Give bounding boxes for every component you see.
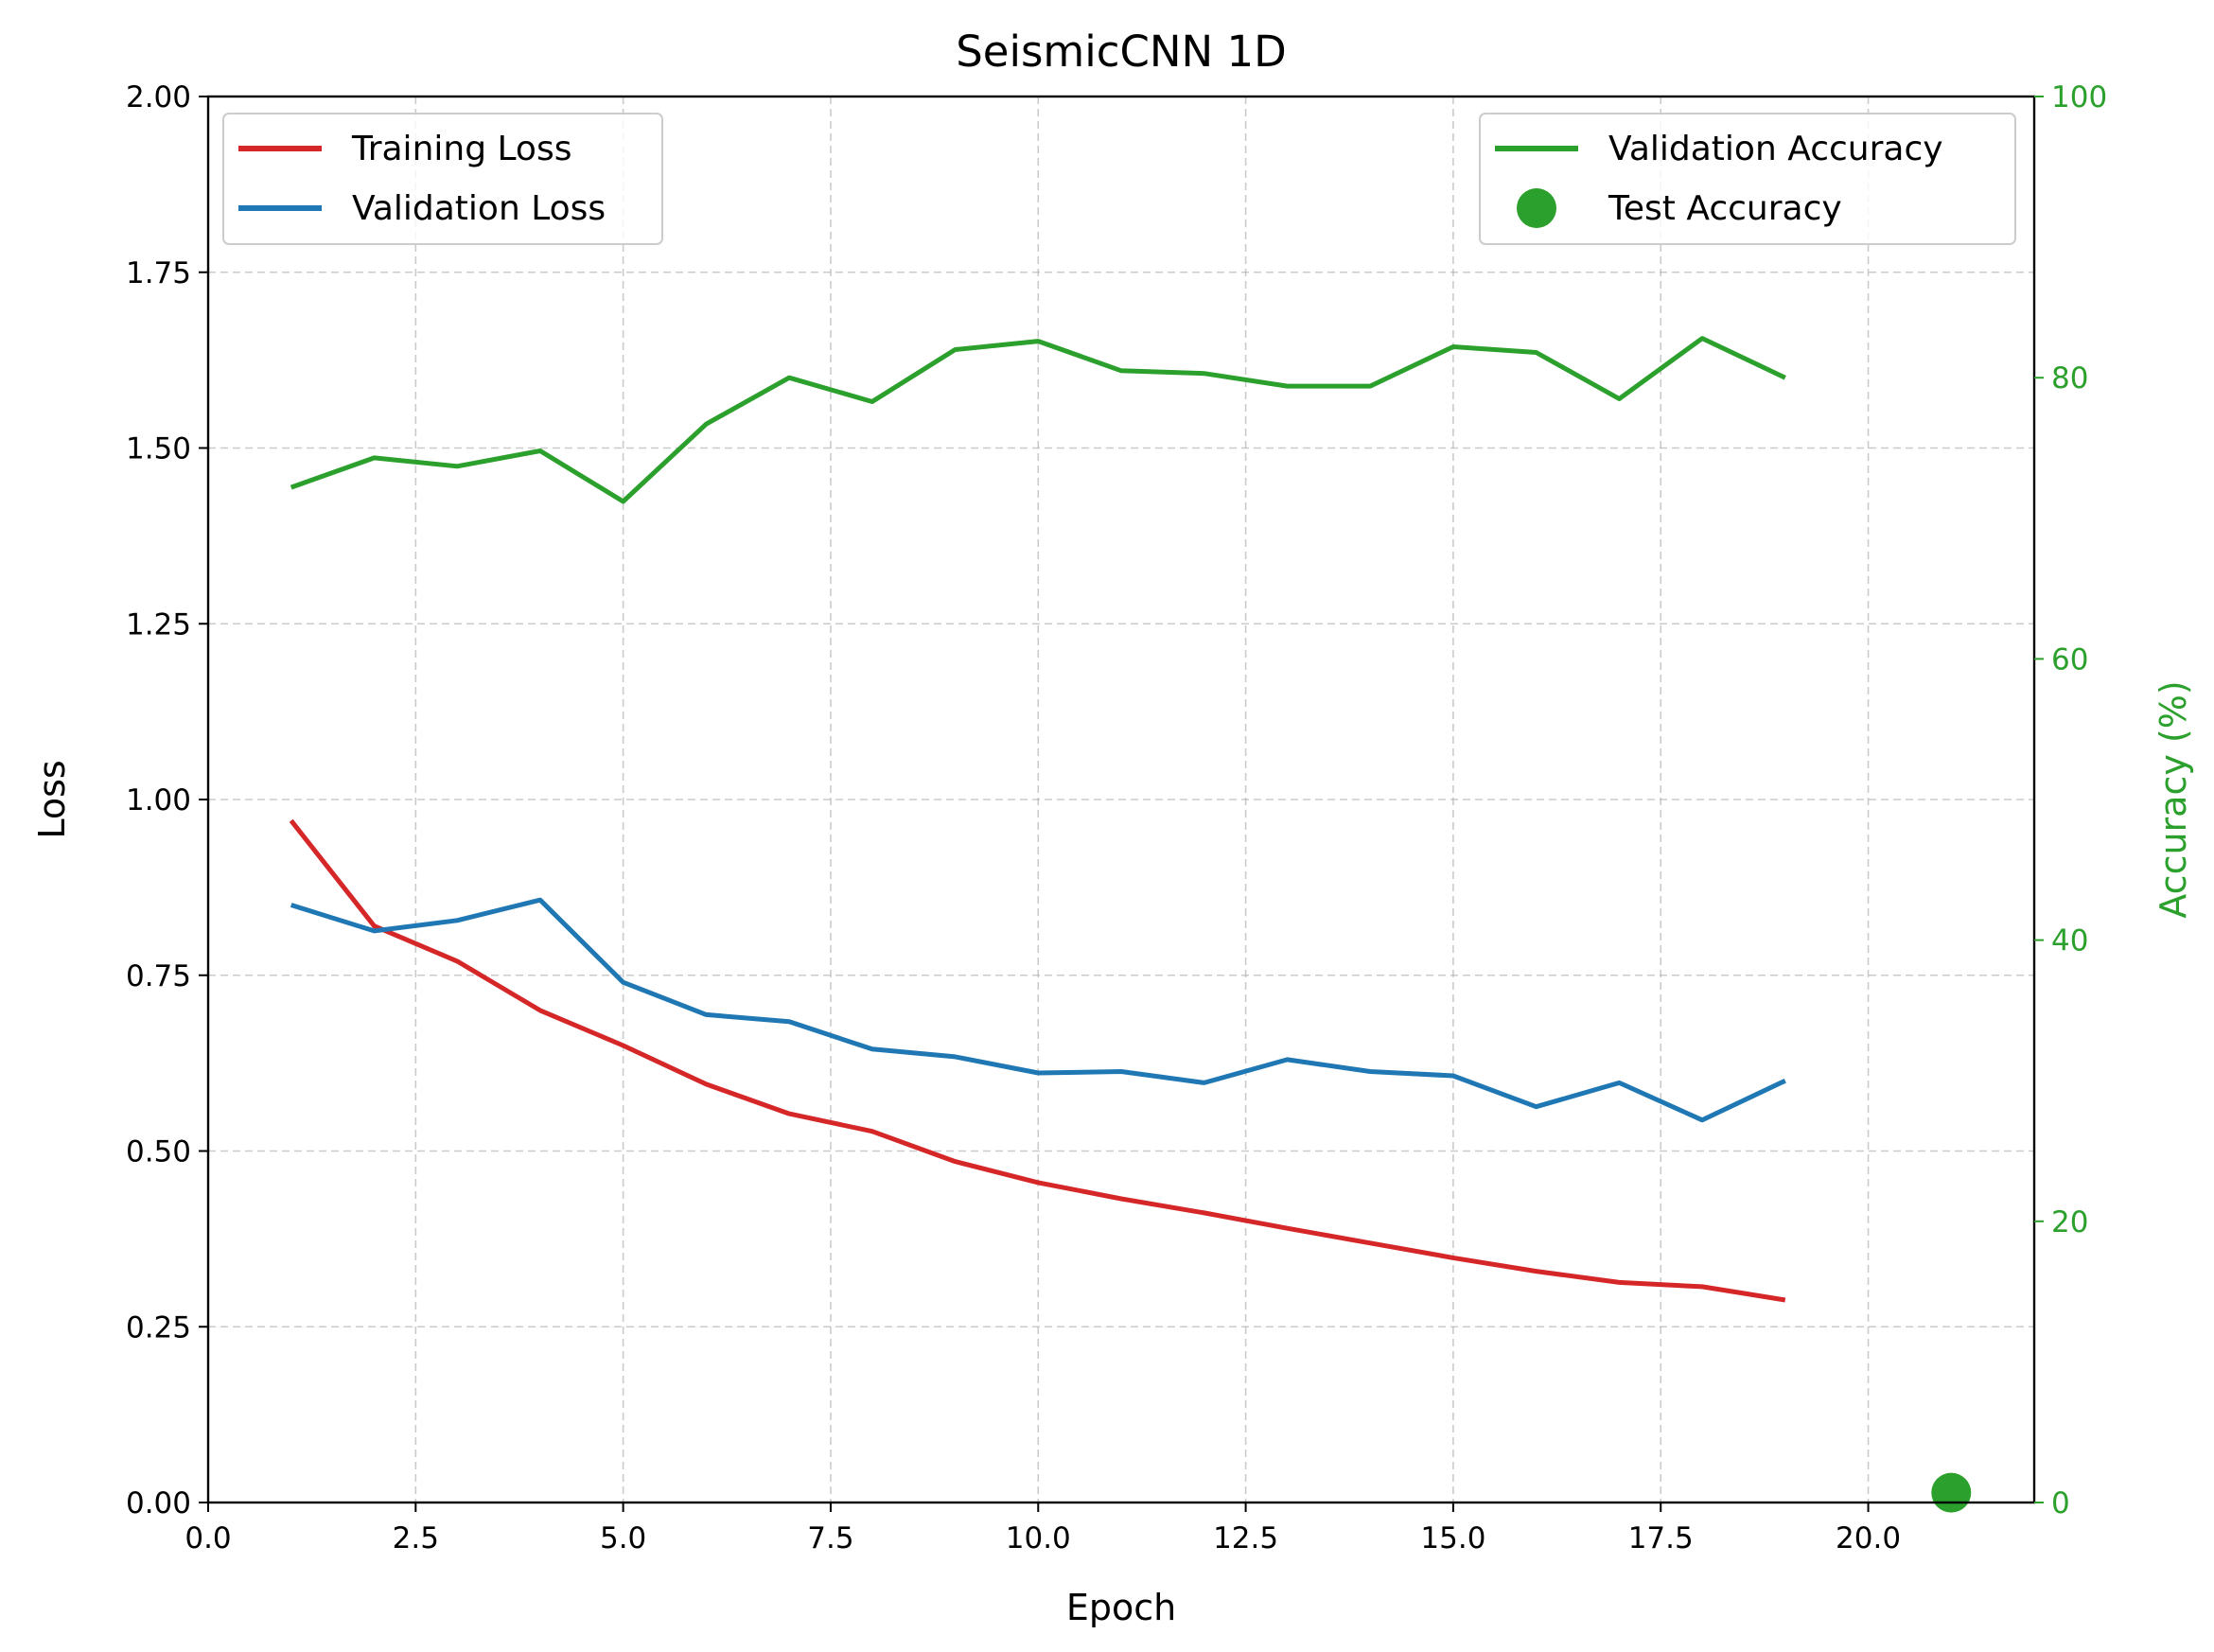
marker-test-accuracy xyxy=(1931,1472,1972,1513)
x-tick-label: 10.0 xyxy=(1006,1521,1071,1555)
y-tick-label: 0.50 xyxy=(126,1135,191,1169)
legend-label-test-accuracy: Test Accuracy xyxy=(1608,189,1842,228)
x-tick-label: 7.5 xyxy=(807,1521,853,1555)
y2-axis-title: Accuracy (%) xyxy=(2152,680,2194,918)
marker-layer xyxy=(1931,1472,1972,1513)
y-tick-label: 0.00 xyxy=(126,1486,191,1520)
y-tick-label: 1.00 xyxy=(126,783,191,817)
legend-label-validation-accuracy: Validation Accuracy xyxy=(1608,130,1943,168)
y2-axis-ticks: 0 20 40 60 80 100 xyxy=(2034,80,2107,1520)
x-tick-label: 5.0 xyxy=(600,1521,646,1555)
x-axis-ticks: 0.0 2.5 5.0 7.5 10.0 12.5 15.0 17.5 20.0 xyxy=(184,1503,1901,1555)
x-tick-label: 20.0 xyxy=(1836,1521,1901,1555)
y-tick-label: 1.25 xyxy=(126,607,191,641)
series-layer xyxy=(289,336,1786,1303)
series-line-validation-loss xyxy=(290,897,1786,1123)
x-tick-label: 2.5 xyxy=(393,1521,439,1555)
x-tick-label: 15.0 xyxy=(1420,1521,1485,1555)
y2-tick-label: 40 xyxy=(2051,924,2088,958)
y-tick-label: 1.50 xyxy=(126,432,191,466)
x-tick-label: 17.5 xyxy=(1628,1521,1694,1555)
legend-label-training-loss: Training Loss xyxy=(351,130,571,168)
legend-right-box xyxy=(1479,113,2016,245)
x-axis-title: Epoch xyxy=(1066,1587,1176,1628)
legend-left-box xyxy=(222,113,663,245)
legend-right: Validation Accuracy Test Accuracy xyxy=(1479,113,2016,245)
y-tick-label: 2.00 xyxy=(126,80,191,114)
x-tick-label: 0.0 xyxy=(184,1521,231,1555)
legend-label-validation-loss: Validation Loss xyxy=(352,189,606,228)
y-axis-ticks: 0.00 0.25 0.50 0.75 1.00 1.25 1.50 1.75 2.00 xyxy=(126,80,208,1520)
y-tick-label: 0.75 xyxy=(126,959,191,993)
y2-tick-label: 20 xyxy=(2051,1205,2088,1239)
y2-tick-label: 100 xyxy=(2051,80,2107,114)
legend-swatch-test-accuracy xyxy=(1517,188,1556,228)
legend-left: Training Loss Validation Loss xyxy=(222,113,663,245)
y2-tick-label: 0 xyxy=(2051,1486,2070,1520)
series-line-training-loss xyxy=(289,818,1786,1303)
y-axis-title: Loss xyxy=(31,760,73,838)
x-tick-label: 12.5 xyxy=(1213,1521,1278,1555)
y-tick-label: 0.25 xyxy=(126,1310,191,1344)
chart-title: SeismicCNN 1D xyxy=(956,26,1287,77)
y-tick-label: 1.75 xyxy=(126,256,191,290)
series-line-validation-accuracy xyxy=(290,336,1786,504)
y2-tick-label: 60 xyxy=(2051,642,2088,677)
y2-tick-label: 80 xyxy=(2051,361,2088,395)
grid xyxy=(208,97,2034,1503)
